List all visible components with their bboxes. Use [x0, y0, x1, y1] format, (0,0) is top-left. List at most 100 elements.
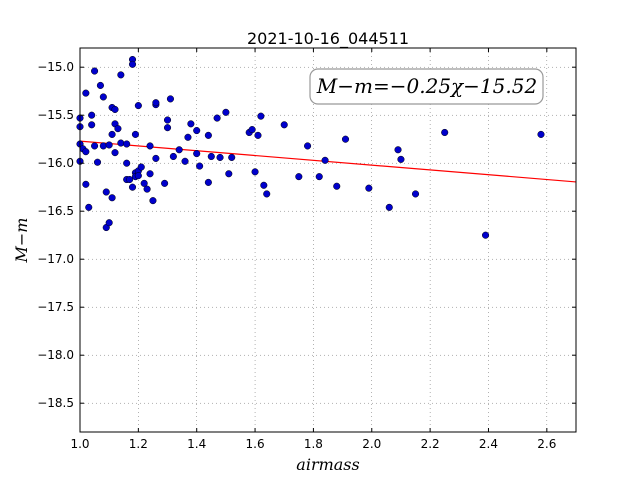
- data-point: [216, 153, 224, 161]
- fit-equation-label: M−m=−0.25χ−15.52: [316, 74, 537, 98]
- data-point: [111, 105, 119, 113]
- data-point: [85, 203, 93, 211]
- data-point: [123, 140, 131, 148]
- data-point: [108, 130, 116, 138]
- data-point: [169, 152, 177, 161]
- data-point: [193, 127, 201, 135]
- data-point: [146, 170, 154, 178]
- data-point: [193, 150, 201, 158]
- data-point: [105, 141, 113, 149]
- data-point: [248, 126, 256, 134]
- x-tick-label: 2.0: [362, 437, 381, 451]
- data-point: [93, 158, 102, 166]
- data-point: [321, 156, 329, 164]
- data-point: [82, 89, 90, 97]
- data-point: [111, 149, 119, 157]
- data-point: [152, 154, 160, 162]
- data-point: [333, 182, 341, 190]
- fit-legend-box: M−m=−0.25χ−15.52: [309, 68, 544, 105]
- data-point: [257, 112, 265, 120]
- data-point: [131, 130, 139, 138]
- data-point: [254, 131, 262, 139]
- y-tick-label: −18.0: [37, 348, 74, 362]
- data-point: [204, 131, 212, 139]
- data-point: [88, 111, 96, 119]
- data-point: [295, 173, 303, 181]
- x-tick-label: 2.4: [479, 437, 498, 451]
- data-point: [134, 172, 142, 180]
- data-point: [143, 185, 151, 193]
- data-point: [260, 181, 268, 189]
- data-point: [207, 152, 215, 161]
- x-tick-label: 1.8: [304, 437, 323, 451]
- data-point: [411, 190, 420, 198]
- data-point: [280, 121, 288, 129]
- x-tick-label: 1.2: [129, 437, 148, 451]
- data-point: [385, 203, 393, 211]
- data-point: [134, 102, 142, 110]
- data-point: [222, 108, 230, 116]
- data-point: [315, 173, 323, 181]
- data-point: [161, 179, 169, 187]
- data-point: [91, 67, 99, 75]
- y-tick-label: −15.0: [37, 60, 74, 74]
- data-point: [397, 155, 405, 163]
- data-point: [149, 197, 157, 205]
- y-tick-label: −16.5: [37, 204, 74, 218]
- x-tick-label: 2.2: [421, 437, 440, 451]
- data-point: [82, 180, 90, 188]
- data-point: [96, 81, 104, 89]
- data-point: [213, 114, 221, 122]
- data-point: [187, 120, 195, 128]
- data-point: [482, 231, 490, 239]
- data-point: [88, 121, 96, 129]
- data-point: [537, 130, 545, 138]
- data-point: [99, 93, 107, 101]
- x-axis-label: airmass: [296, 455, 359, 474]
- data-point: [184, 133, 192, 141]
- data-point: [114, 125, 122, 133]
- data-point: [251, 168, 259, 176]
- grid-layer: [80, 48, 576, 432]
- data-point: [196, 162, 204, 170]
- data-point: [140, 179, 148, 187]
- data-point: [341, 135, 350, 143]
- data-point: [102, 188, 110, 196]
- data-point: [225, 170, 233, 178]
- y-tick-label: −17.5: [37, 300, 74, 314]
- data-point: [91, 142, 99, 150]
- y-tick-label: −16.0: [37, 156, 74, 170]
- data-point: [123, 159, 131, 167]
- data-point: [204, 178, 212, 186]
- data-point: [175, 146, 183, 154]
- x-tick-label: 1.6: [246, 437, 265, 451]
- data-point: [365, 184, 373, 192]
- y-axis-label: M−m: [12, 218, 31, 264]
- data-point: [304, 142, 312, 150]
- y-tick-label: −18.5: [37, 396, 74, 410]
- data-points: [76, 55, 545, 239]
- data-point: [117, 139, 125, 147]
- x-tick-label: 2.6: [537, 437, 556, 451]
- x-tick-label: 1.4: [187, 437, 206, 451]
- x-tick-label: 1.0: [70, 437, 89, 451]
- data-point: [441, 128, 449, 137]
- data-point: [128, 60, 137, 68]
- data-point: [263, 190, 271, 198]
- data-point: [108, 194, 116, 202]
- data-point: [105, 219, 113, 227]
- y-tick-label: −17.0: [37, 252, 74, 266]
- data-point: [228, 153, 236, 161]
- data-point: [117, 71, 125, 79]
- y-tick-label: −15.5: [37, 108, 74, 122]
- axis-ticks: 1.0 1.2 1.4 1.6 1.8 2.0 2.2 2.4 2.6 −15.0 −15.5 −16…: [37, 48, 576, 451]
- data-point: [394, 146, 402, 154]
- data-point: [137, 163, 145, 171]
- data-point: [163, 116, 172, 124]
- data-point: [166, 95, 174, 103]
- data-point: [82, 148, 90, 156]
- plot-frame: [79, 47, 577, 433]
- chart-title: 2021-10-16_044511: [247, 29, 409, 49]
- data-point: [146, 142, 154, 150]
